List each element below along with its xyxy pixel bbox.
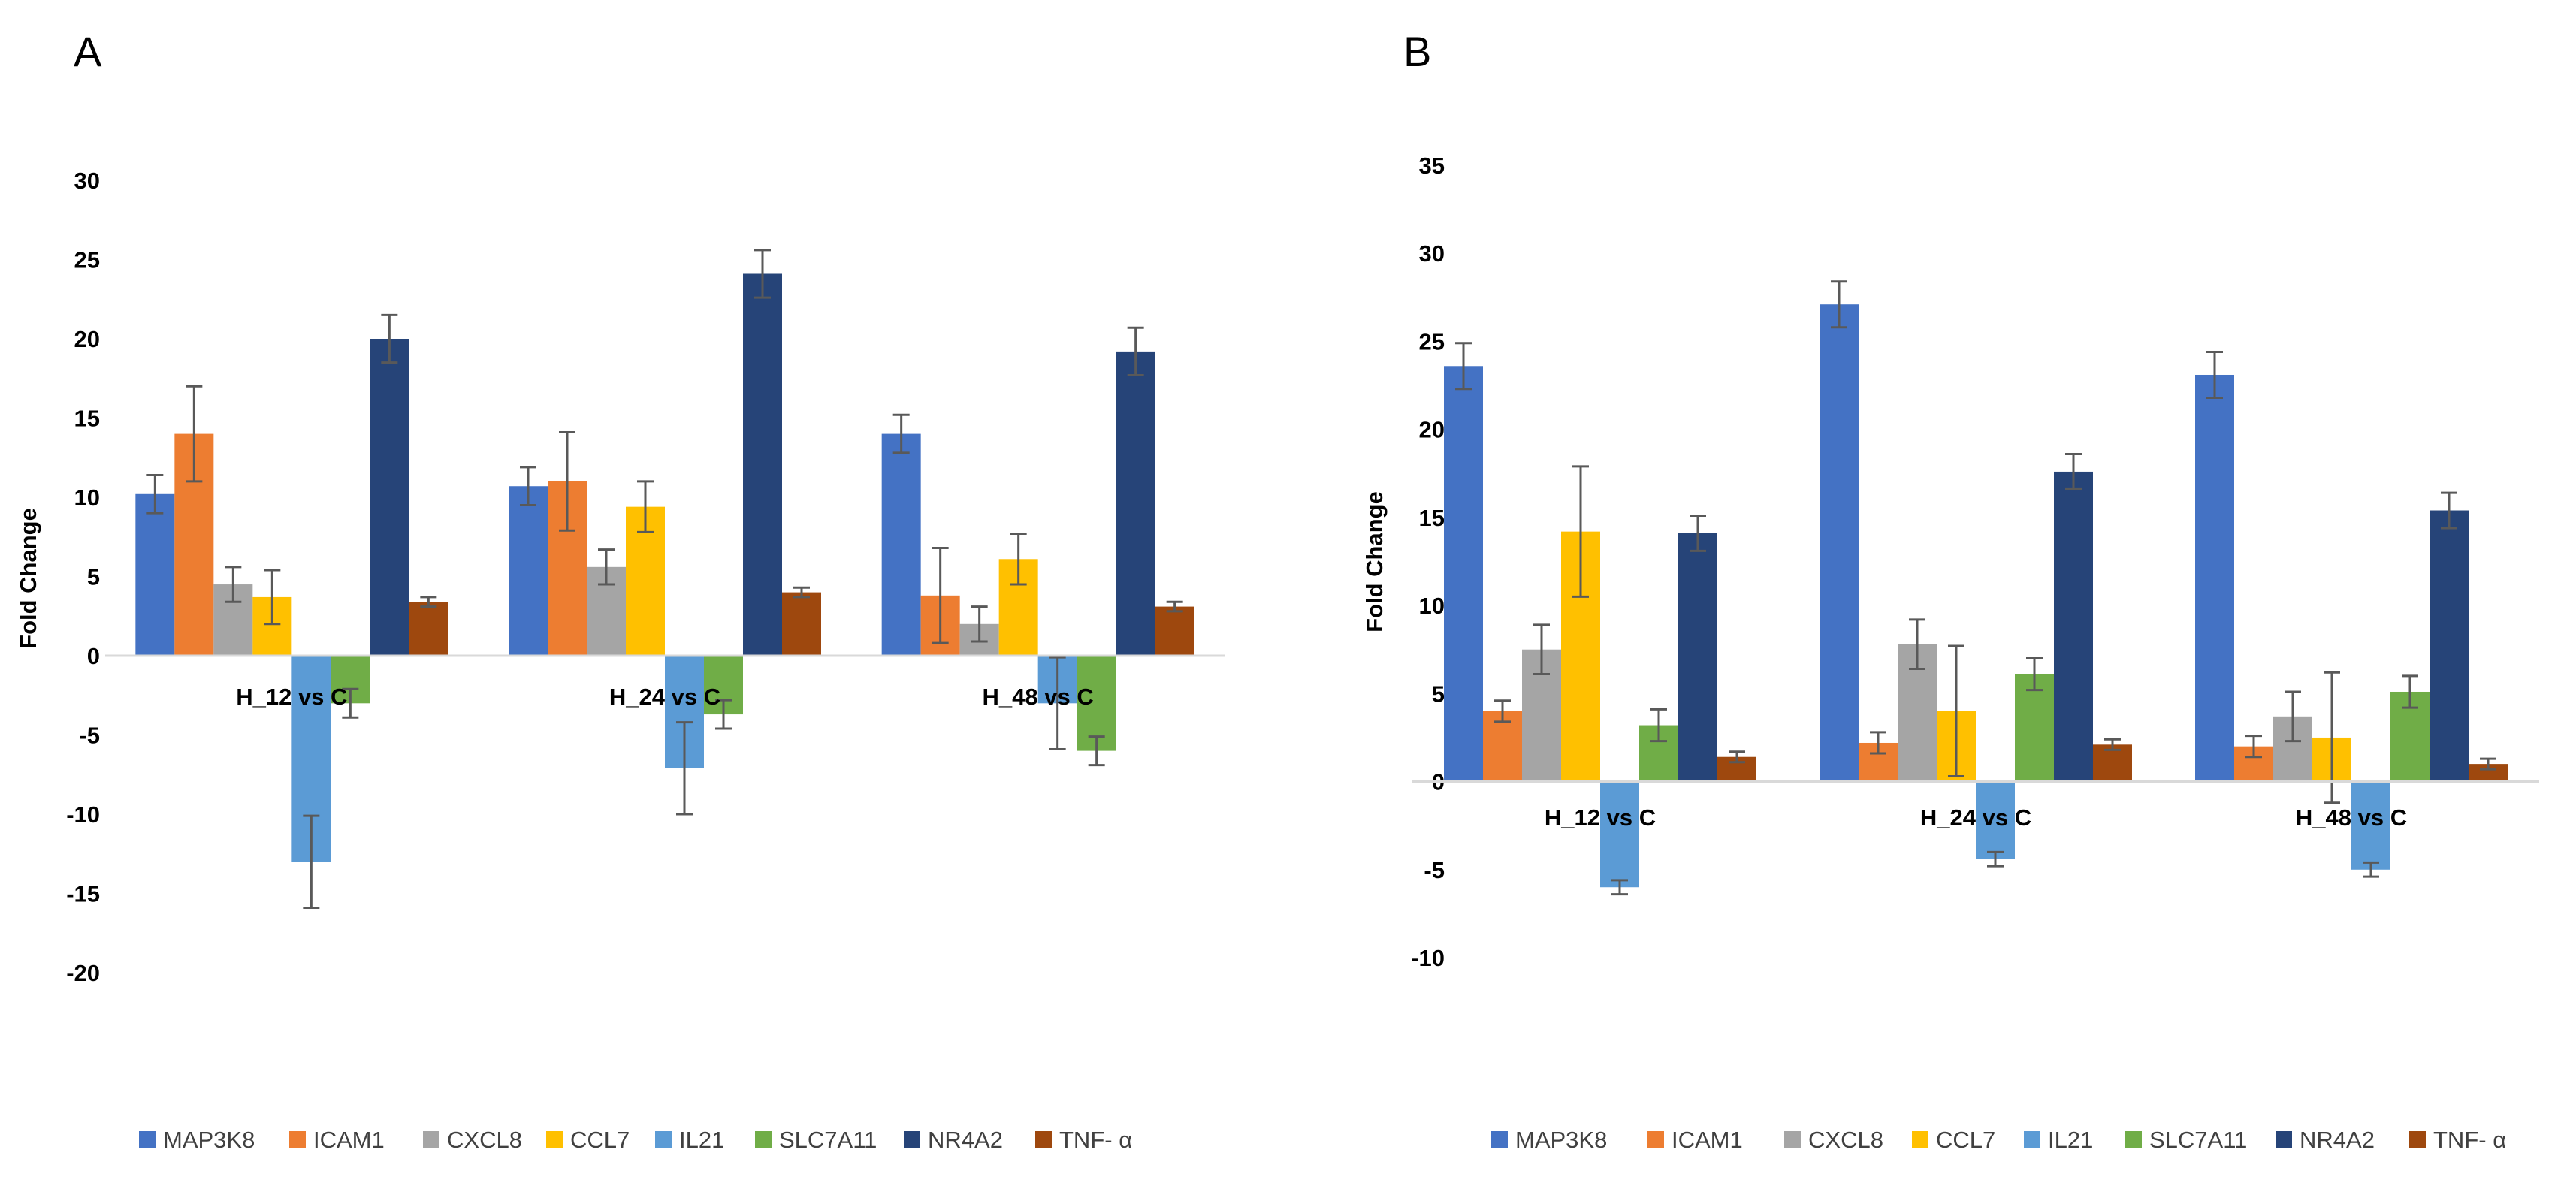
y-axis-title: Fold Change [15, 508, 41, 649]
panel-a: A 30 25 20 15 10 5 0 -5 -10 -15 -20 Fold Change H_12… [15, 28, 1225, 1153]
legend-swatch [423, 1131, 439, 1148]
legend-label: NR4A2 [928, 1127, 1003, 1153]
bar [782, 592, 821, 656]
bar [2054, 471, 2093, 782]
bar [2351, 781, 2390, 870]
legend-swatch [2409, 1131, 2426, 1148]
y-tick-label: 30 [74, 167, 100, 194]
y-tick-label: 20 [1419, 417, 1445, 443]
legend-swatch [1647, 1131, 1664, 1148]
y-tick-label: 10 [1419, 593, 1445, 619]
legend-label: SLC7A11 [2149, 1127, 2247, 1153]
legend-swatch [546, 1131, 563, 1148]
bar [409, 602, 448, 656]
legend-label: IL21 [679, 1127, 724, 1153]
legend-swatch [2024, 1131, 2040, 1148]
legend-swatch [1491, 1131, 1508, 1148]
y-tick-label: 25 [74, 247, 100, 273]
y-tick-label: 5 [1432, 681, 1445, 707]
bar [1483, 711, 1522, 782]
legend-swatch [755, 1131, 772, 1148]
bar [135, 493, 175, 656]
bar [1600, 781, 1639, 888]
y-tick-label: 5 [87, 564, 100, 590]
y-tick-label: -15 [66, 881, 100, 907]
legend-label: MAP3K8 [1515, 1127, 1607, 1153]
legend-label: NR4A2 [2300, 1127, 2375, 1153]
y-tick-label: 20 [74, 326, 100, 352]
legend-swatch [139, 1131, 156, 1148]
bar [1976, 781, 2015, 859]
y-tick-label: 35 [1419, 152, 1445, 179]
bar [1077, 656, 1116, 751]
y-tick-label: 30 [1419, 240, 1445, 267]
y-tick-label: 10 [74, 484, 100, 511]
bar [2430, 510, 2469, 782]
legend-swatch [1912, 1131, 1928, 1148]
bar [509, 486, 548, 656]
legend-label: SLC7A11 [779, 1127, 877, 1153]
legend-label: IL21 [2048, 1127, 2093, 1153]
bar [370, 339, 409, 656]
y-tick-label: -5 [79, 723, 100, 749]
legend-label: CCL7 [570, 1127, 630, 1153]
legend-label: TNF- α [1059, 1127, 1132, 1153]
y-tick-label: -5 [1424, 857, 1445, 883]
legend-label: ICAM1 [1672, 1127, 1743, 1153]
bar [1116, 351, 1155, 656]
bar [1155, 606, 1194, 656]
legend-swatch [655, 1131, 672, 1148]
bar [2015, 674, 2054, 782]
legend-label: MAP3K8 [163, 1127, 255, 1153]
y-axis-title: Fold Change [1361, 491, 1388, 632]
legend-label: TNF- α [2433, 1127, 2506, 1153]
legend-label: ICAM1 [313, 1127, 385, 1153]
category-label: H_24 vs C [1920, 804, 2031, 831]
legend-label: CXCL8 [447, 1127, 522, 1153]
category-label: H_48 vs C [2296, 804, 2407, 831]
y-tick-label: 15 [74, 406, 100, 432]
bar [1678, 533, 1717, 782]
bar [1444, 366, 1483, 782]
legend-label: CXCL8 [1808, 1127, 1883, 1153]
category-label: H_12 vs C [1545, 804, 1656, 831]
legend-swatch [2125, 1131, 2142, 1148]
category-label: H_48 vs C [983, 684, 1094, 710]
legend-swatch [1035, 1131, 1052, 1148]
legend-swatch [2276, 1131, 2292, 1148]
y-tick-label: 25 [1419, 328, 1445, 355]
panel-a-letter: A [74, 28, 102, 75]
legend-swatch [289, 1131, 306, 1148]
y-tick-label: -10 [1411, 945, 1445, 971]
y-tick-label: 0 [87, 643, 100, 669]
legend-label: CCL7 [1936, 1127, 1995, 1153]
legend-swatch [1784, 1131, 1801, 1148]
category-label: H_24 vs C [609, 684, 720, 710]
bar [2195, 374, 2234, 782]
y-tick-label: -10 [66, 801, 100, 828]
legend-swatch [904, 1131, 920, 1148]
bar [1820, 304, 1859, 782]
bar [2469, 764, 2508, 782]
bar [881, 433, 921, 656]
panel-b-letter: B [1403, 28, 1431, 75]
category-label: H_12 vs C [236, 684, 347, 710]
y-tick-label: -20 [66, 960, 100, 986]
y-tick-label: 15 [1419, 505, 1445, 531]
bar [743, 273, 782, 656]
